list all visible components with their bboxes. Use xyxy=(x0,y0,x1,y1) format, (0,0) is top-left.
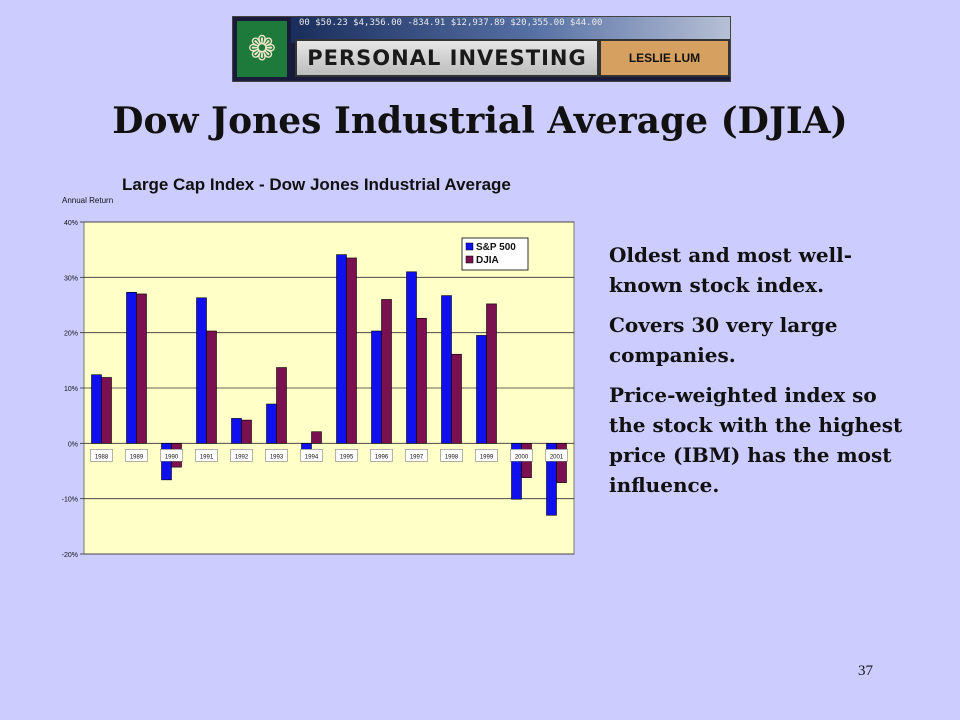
bullet-item: Price-weighted index so the stock with t… xyxy=(609,383,903,497)
category-label-box xyxy=(300,449,323,462)
y-tick-label: 10% xyxy=(64,386,78,393)
category-label-box xyxy=(265,449,288,462)
bar-djia-1996 xyxy=(381,299,392,444)
bar-djia-1999 xyxy=(486,303,497,444)
category-label: 1991 xyxy=(200,454,214,460)
bar-s-p-500-1997 xyxy=(406,271,417,444)
legend-swatch xyxy=(465,255,474,264)
logo-icon: ❁ xyxy=(237,21,287,77)
bar-s-p-500-1998 xyxy=(441,295,452,444)
bar-djia-1995 xyxy=(346,257,357,444)
slide-title: Dow Jones Industrial Average (DJIA) xyxy=(112,100,848,142)
category-label: 1995 xyxy=(340,454,354,460)
bullet-item: Covers 30 very large companies. xyxy=(609,313,838,367)
header-banner: ❁ 00 $50.23 $4,356.00 -834.91 $12,937.89… xyxy=(232,16,731,82)
category-label-box xyxy=(545,449,568,462)
y-tick-label: 40% xyxy=(64,220,78,227)
bar-s-p-500-1989 xyxy=(126,291,137,444)
category-label-box xyxy=(195,449,218,462)
category-label-box xyxy=(475,449,498,462)
bullet-list: Oldest and most well-known stock index. … xyxy=(609,240,919,510)
banner-title: PERSONAL INVESTING xyxy=(295,39,599,77)
legend-entry: S&P 500 xyxy=(476,242,516,253)
bar-s-p-500-1991 xyxy=(196,297,207,444)
category-label: 1992 xyxy=(235,454,249,460)
chart-title: Large Cap Index - Dow Jones Industrial A… xyxy=(122,175,511,194)
category-label: 1990 xyxy=(165,454,179,460)
legend-entry: DJIA xyxy=(476,255,499,266)
category-label: 1994 xyxy=(305,454,319,460)
category-label: 1989 xyxy=(130,454,144,460)
bar-s-p-500-1992 xyxy=(231,418,242,444)
bar-djia-1991 xyxy=(206,330,217,444)
y-tick-label: 0% xyxy=(68,441,78,448)
category-label-box xyxy=(335,449,358,462)
bullet-item: Oldest and most well-known stock index. xyxy=(609,243,853,297)
bar-djia-1993 xyxy=(276,367,287,444)
bar-s-p-500-1988 xyxy=(91,374,102,444)
bar-djia-1994 xyxy=(311,431,322,444)
banner-ticker-strip: 00 $50.23 $4,356.00 -834.91 $12,937.89 $… xyxy=(291,17,730,43)
y-tick-label: -20% xyxy=(62,552,78,559)
bar-djia-1989 xyxy=(136,293,147,444)
category-label-box xyxy=(440,449,463,462)
y-tick-label: 30% xyxy=(64,275,78,282)
y-tick-label: -10% xyxy=(62,497,78,504)
category-label: 1988 xyxy=(95,454,109,460)
bar-djia-1992 xyxy=(241,419,252,444)
category-label-box xyxy=(160,449,183,462)
bar-djia-2001 xyxy=(556,443,567,483)
page-number: 37 xyxy=(858,663,873,679)
bar-s-p-500-1990 xyxy=(161,443,172,481)
bar-s-p-500-1996 xyxy=(371,330,382,444)
category-label-box xyxy=(510,449,533,462)
category-label: 1996 xyxy=(375,454,389,460)
legend-swatch xyxy=(465,242,474,251)
category-label-box xyxy=(405,449,428,462)
y-tick-label: 20% xyxy=(64,331,78,338)
category-label-box xyxy=(230,449,253,462)
category-label-box xyxy=(125,449,148,462)
category-label-box xyxy=(370,449,393,462)
bar-djia-1998 xyxy=(451,353,462,444)
category-label: 2000 xyxy=(515,454,529,460)
category-label: 1997 xyxy=(410,454,424,460)
category-label: 1993 xyxy=(270,454,284,460)
bar-s-p-500-1999 xyxy=(476,335,487,444)
bar-s-p-500-1993 xyxy=(266,403,277,444)
bar-djia-1988 xyxy=(101,377,112,444)
category-label: 1998 xyxy=(445,454,459,460)
category-label: 1999 xyxy=(480,454,494,460)
bar-djia-1997 xyxy=(416,317,427,444)
banner-author: LESLIE LUM xyxy=(599,39,730,77)
chart-y-axis-label: Annual Return xyxy=(62,196,114,205)
category-label: 2001 xyxy=(550,454,564,460)
category-label-box xyxy=(90,449,113,462)
bar-chart: -20% -10% 0% 10% 20% 30% 40% 1988 1989 1990 1991 19… xyxy=(62,220,575,559)
bar-s-p-500-1995 xyxy=(336,254,347,444)
